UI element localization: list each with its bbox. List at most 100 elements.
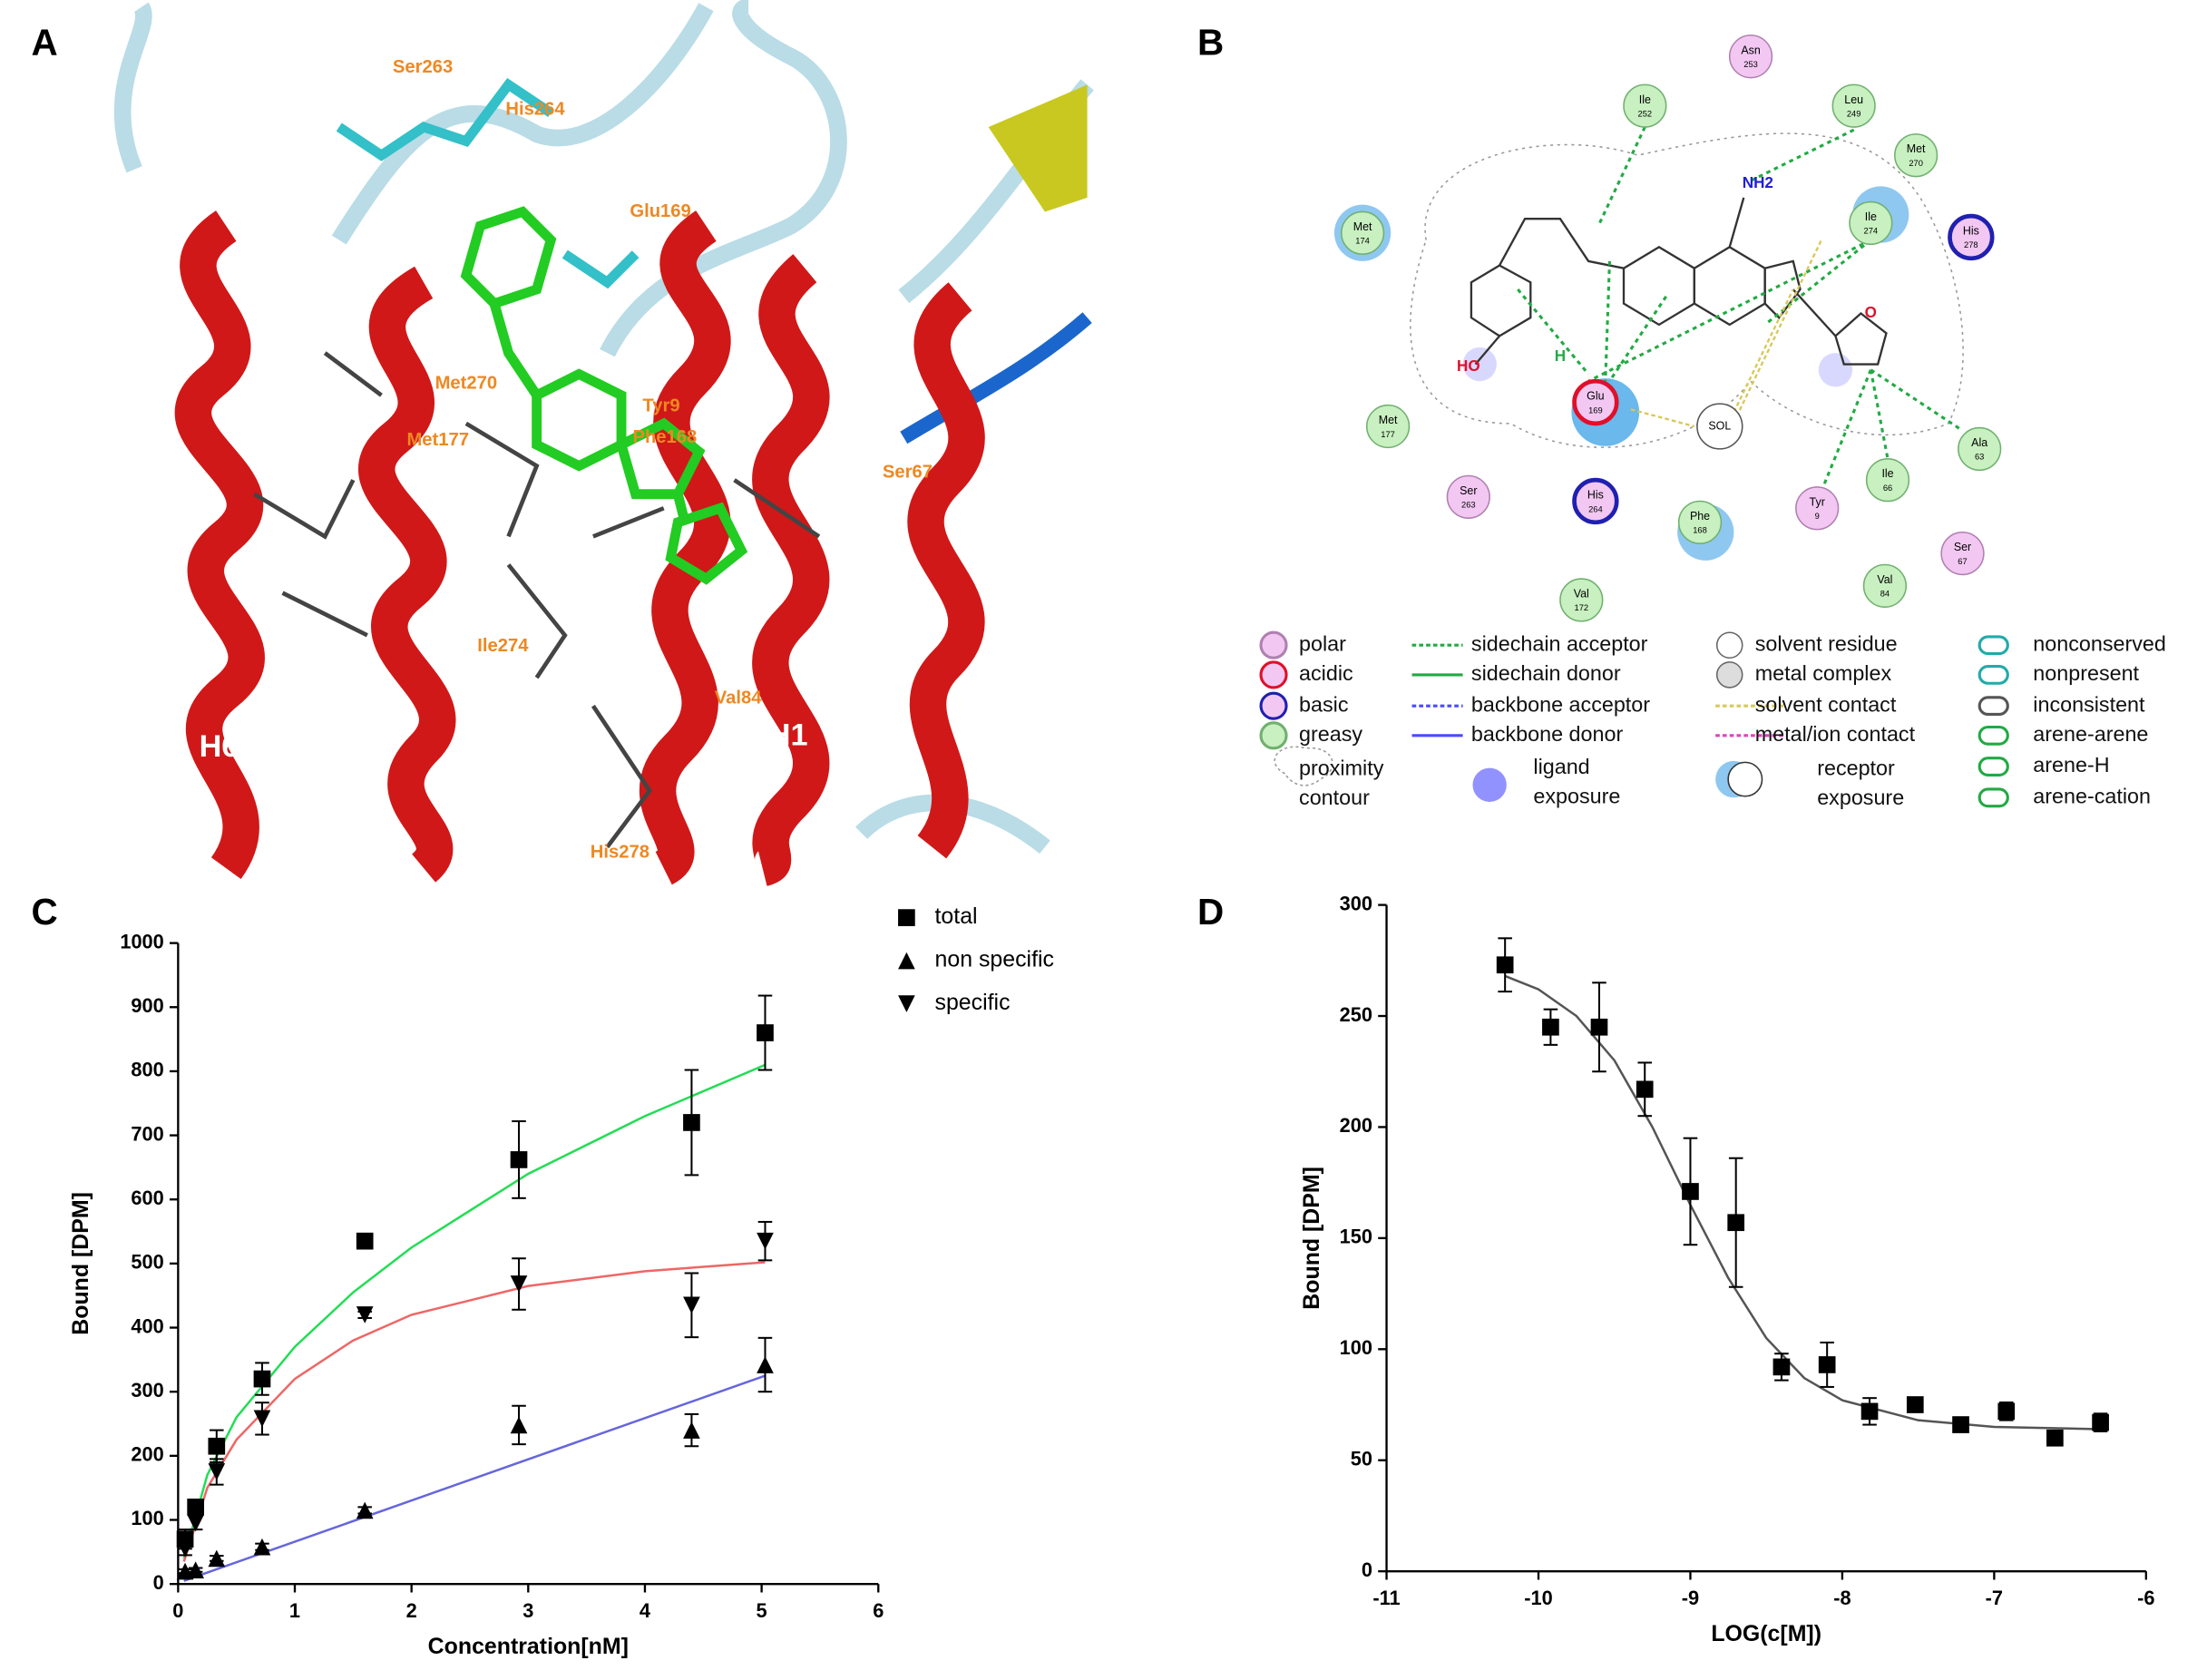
y-axis-title: Bound [DPM] <box>1299 1167 1324 1310</box>
helix <box>639 210 731 885</box>
residue-name: Ser <box>1460 484 1477 497</box>
panel-label: C <box>31 891 57 933</box>
y-tick-label: 700 <box>131 1122 163 1145</box>
legend-icon <box>1259 721 1288 750</box>
x-tick-label: -8 <box>1833 1587 1851 1609</box>
y-tick-label: 400 <box>131 1314 163 1337</box>
residue-number: 84 <box>1880 590 1890 599</box>
residue-node <box>1365 404 1411 449</box>
fit-line <box>183 1374 766 1582</box>
residue-name: Ser <box>1954 541 1971 553</box>
legend-label: receptor <box>1817 756 1895 779</box>
residue-name: Leu <box>1844 93 1863 106</box>
marker <box>1906 1396 1924 1413</box>
x-tick-label: -11 <box>1372 1587 1400 1609</box>
helix <box>358 266 456 883</box>
marker <box>2092 1413 2109 1431</box>
legend-icon <box>1978 757 2009 777</box>
marker <box>253 1538 271 1556</box>
x-tick-label: -9 <box>1682 1587 1699 1609</box>
y-tick-label: 100 <box>131 1507 163 1529</box>
residue-name: His <box>1963 225 1979 238</box>
marker <box>208 1463 226 1480</box>
x-tick-label: 1 <box>289 1599 300 1622</box>
x-tick-label: 3 <box>522 1599 533 1622</box>
marker <box>683 1296 700 1314</box>
loop <box>331 3 714 245</box>
marker <box>510 1416 528 1434</box>
residue-number: 174 <box>1355 237 1370 246</box>
residue-label: Glu169 <box>630 201 690 221</box>
ligand-ring <box>1693 245 1766 327</box>
marker <box>1542 1018 1559 1036</box>
marker <box>683 1114 700 1131</box>
residue-label: Tyr9 <box>642 396 679 416</box>
legend-label: ligand <box>1533 755 1589 778</box>
legend-icon <box>1715 631 1743 659</box>
x-tick-label: -6 <box>2137 1587 2154 1609</box>
legend-label: metal complex <box>1755 661 1892 685</box>
marker <box>356 1306 374 1323</box>
x-tick-label: 0 <box>172 1599 183 1622</box>
marker <box>1997 1402 2016 1421</box>
residue-number: 274 <box>1864 227 1879 236</box>
legend-label: backbone acceptor <box>1471 692 1650 716</box>
legend-label: arene-arene <box>2033 722 2148 746</box>
legend-icon <box>1259 630 1288 659</box>
legend-icon <box>1978 696 2009 717</box>
residue-node <box>1677 500 1723 544</box>
legend-label: greasy <box>1299 722 1362 746</box>
residue-name: Ile <box>1881 467 1893 480</box>
legend-icon <box>1274 746 1333 786</box>
y-tick-label: 100 <box>1340 1336 1372 1359</box>
legend-label: non specific <box>935 947 1054 972</box>
x-tick-label: 5 <box>757 1599 767 1622</box>
marker <box>757 1356 774 1373</box>
structure-panel <box>113 0 1094 886</box>
residue-node <box>1940 531 1985 576</box>
legend-label: exposure <box>1533 784 1620 807</box>
residue-number: 264 <box>1588 504 1603 513</box>
y-tick-label: 300 <box>131 1379 163 1402</box>
legend-icon <box>1978 665 2009 685</box>
x-tick-label: -7 <box>1986 1587 2003 1609</box>
ligand-bond <box>1474 197 1837 366</box>
legend-label: inconsistent <box>2033 692 2145 716</box>
residue-name: Ile <box>1639 93 1651 106</box>
marker <box>253 1370 271 1388</box>
residue-number: 67 <box>1958 557 1967 566</box>
marker <box>1727 1214 1745 1232</box>
ligand-bond <box>489 302 690 524</box>
panel-label: D <box>1197 891 1224 933</box>
ligand-exposure <box>1818 353 1853 387</box>
y-tick-label: 300 <box>1340 892 1372 914</box>
y-axis-title: Bound [DPM] <box>68 1192 93 1335</box>
y-tick-label: 800 <box>131 1059 163 1081</box>
residue-label: Ser263 <box>393 57 453 77</box>
x-axis-title: Concentration[nM] <box>428 1634 629 1659</box>
loop <box>900 312 1092 444</box>
fit-line <box>182 1261 766 1562</box>
residue-name: Asn <box>1741 44 1761 56</box>
helix <box>174 210 265 880</box>
residue-label: Phe168 <box>632 427 697 447</box>
ligand-ring <box>1834 311 1888 366</box>
legend-label: nonpresent <box>2033 661 2139 685</box>
marker <box>253 1410 271 1428</box>
residue-name: Met <box>1379 414 1398 426</box>
legend-marker <box>898 952 915 970</box>
legend-icon <box>1259 660 1288 689</box>
legend-icon <box>1727 761 1763 797</box>
legend-icon <box>1978 635 2009 656</box>
ligand-exposure <box>1462 347 1497 382</box>
legend-label: acidic <box>1299 661 1353 685</box>
residue-name: Phe <box>1690 510 1710 523</box>
residue-label: Ser67 <box>883 463 933 483</box>
ligand-ring <box>665 502 748 585</box>
legend-marker <box>898 909 915 926</box>
interaction-line <box>1517 126 1964 493</box>
marker <box>1682 1183 1699 1200</box>
legend-icon <box>1978 725 2009 746</box>
helix <box>907 282 985 859</box>
marker <box>1496 956 1514 974</box>
